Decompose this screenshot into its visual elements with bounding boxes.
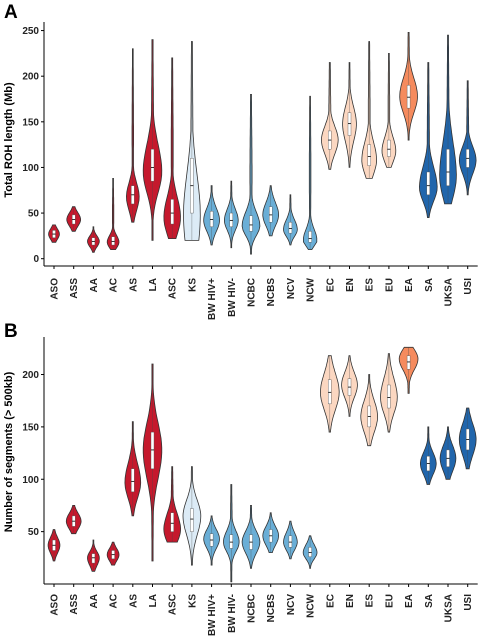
x-tick-label: NCBS — [266, 278, 277, 307]
x-tick-label: BW HIV- — [227, 278, 238, 317]
x-tick-label: SA — [424, 594, 435, 608]
x-tick-label: UKSA — [444, 594, 455, 622]
panel-b-x-ticks: ASO ASS AA AC AS LA ASC KS BW HIV+ BW HIV- NCBC NCB… — [50, 584, 474, 636]
y-tick-label: 100 — [22, 475, 39, 486]
x-tick-label: ASS — [69, 594, 80, 615]
violin-box — [406, 85, 411, 109]
violin-box — [190, 508, 194, 532]
panel-b: B Number of segments (> 500kb) 50 100 150 2… — [3, 321, 478, 636]
x-tick-label: BW HIV- — [227, 594, 238, 633]
panel-b-axes — [43, 337, 478, 585]
x-tick-label: EU — [384, 594, 395, 608]
y-tick-label: 100 — [22, 163, 39, 174]
violin-box — [131, 468, 135, 493]
x-tick-label: USI — [463, 594, 474, 611]
violin-box — [347, 112, 352, 136]
panel-b-y-ticks: 50 100 150 200 — [22, 370, 44, 538]
x-tick-label: USI — [463, 278, 474, 295]
x-tick-label: UKSA — [444, 278, 455, 306]
panel-a-violins — [48, 32, 477, 255]
panel-a-y-axis-label: Total ROH length (Mb) — [3, 82, 15, 198]
panel-b-letter: B — [4, 321, 18, 342]
y-tick-label: 150 — [22, 117, 39, 128]
violin-box — [229, 212, 234, 227]
x-tick-label: AC — [109, 594, 120, 608]
x-tick-label: NCV — [286, 278, 297, 299]
x-tick-label: EU — [384, 278, 395, 292]
x-tick-label: ASS — [69, 278, 80, 299]
violin-box — [269, 206, 273, 223]
x-tick-label: BW HIV+ — [207, 278, 218, 320]
x-tick-label: AA — [89, 594, 100, 608]
x-tick-label: LA — [148, 278, 159, 291]
violin-box — [406, 355, 411, 370]
panel-a-letter: A — [4, 2, 18, 23]
x-tick-label: EC — [325, 594, 336, 608]
violin-box — [209, 211, 214, 227]
y-tick-label: 150 — [22, 422, 39, 433]
violin-box — [170, 199, 174, 225]
x-tick-label: KS — [187, 278, 198, 292]
violin-box — [367, 144, 371, 166]
violin-box — [150, 431, 155, 469]
x-tick-label: EC — [325, 278, 336, 292]
x-tick-label: EN — [345, 594, 356, 608]
panel-b-violins — [47, 346, 477, 583]
violin-box — [308, 231, 312, 243]
x-tick-label: ASC — [168, 594, 179, 615]
x-tick-label: BW HIV+ — [207, 594, 218, 636]
x-tick-label: ASO — [50, 594, 61, 616]
x-tick-label: ASO — [50, 278, 61, 300]
x-tick-label: AA — [89, 278, 100, 292]
violin-box — [328, 379, 332, 405]
x-tick-label: NCBC — [247, 594, 258, 623]
violin-box — [426, 171, 430, 196]
x-tick-label: NCW — [306, 593, 317, 617]
violin-box — [387, 384, 391, 409]
y-tick-label: 50 — [28, 527, 40, 538]
x-tick-label: AS — [128, 594, 139, 608]
violin-box — [111, 236, 115, 246]
x-tick-label: LA — [148, 594, 159, 607]
panel-a-axes — [43, 22, 478, 267]
y-tick-label: 50 — [28, 209, 40, 220]
y-tick-label: 250 — [22, 26, 39, 37]
y-tick-label: 200 — [22, 72, 39, 83]
x-tick-label: NCBC — [247, 278, 258, 307]
y-tick-label: 0 — [33, 254, 39, 265]
violin-box — [387, 139, 391, 157]
y-tick-label: 200 — [22, 370, 39, 381]
x-tick-label: NCV — [286, 594, 297, 615]
violin-box — [229, 534, 234, 549]
x-tick-label: ES — [365, 594, 376, 608]
violin-box — [446, 148, 450, 186]
x-tick-label: AC — [109, 278, 120, 292]
violin-box — [288, 221, 293, 234]
violin-box — [308, 547, 312, 557]
violin-box — [91, 553, 96, 564]
violin-box — [249, 215, 253, 232]
panel-a-y-ticks: 0 50 100 150 200 250 — [22, 26, 44, 265]
violin-box — [170, 512, 174, 532]
x-tick-label: ASC — [168, 278, 179, 299]
panel-b-y-axis-label: Number of segments (> 500kb) — [3, 371, 15, 532]
x-tick-label: AS — [128, 278, 139, 292]
panel-a-x-ticks: ASO ASS AA AC AS LA ASC KS BW HIV+ BW HIV- NCBC NCB… — [50, 266, 474, 320]
x-tick-label: ES — [365, 278, 376, 292]
panel-a: A Total ROH length (Mb) 050100150200250 … — [3, 2, 478, 320]
x-tick-label: EN — [345, 278, 356, 292]
x-tick-label: KS — [187, 594, 198, 608]
x-tick-label: EA — [404, 278, 415, 292]
x-tick-label: NCBS — [266, 594, 277, 623]
x-tick-label: NCW — [306, 277, 317, 301]
violin-box — [150, 148, 155, 182]
x-tick-label: EA — [404, 594, 415, 608]
x-tick-label: SA — [424, 278, 435, 292]
violin-box — [288, 535, 293, 548]
